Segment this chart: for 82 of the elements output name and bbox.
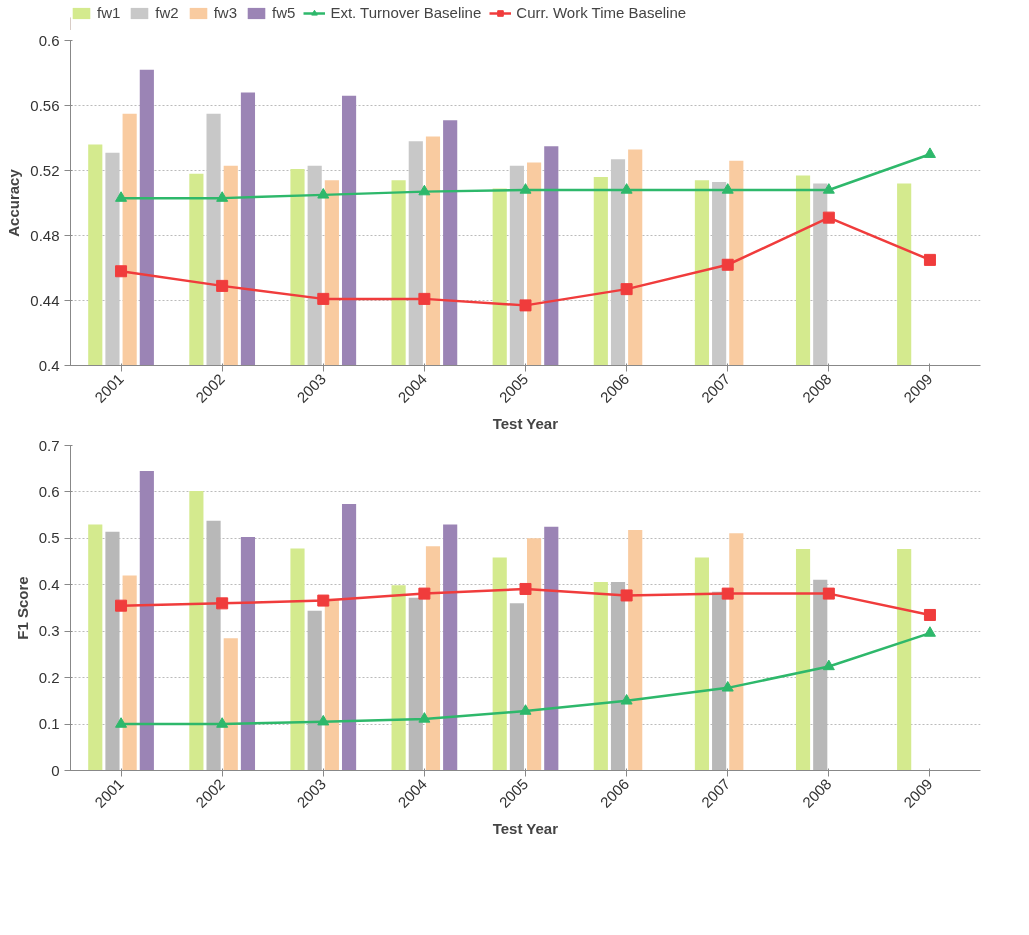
point xyxy=(620,283,633,296)
point xyxy=(418,292,431,305)
point xyxy=(317,188,330,199)
bar xyxy=(443,524,458,771)
y-axis-title: Accuracy xyxy=(5,168,23,237)
point xyxy=(923,626,936,637)
point xyxy=(216,597,229,610)
point xyxy=(216,717,229,728)
point xyxy=(115,191,128,202)
legend-label: fw5 xyxy=(272,4,296,21)
y-tick-label: 0.7 xyxy=(38,436,60,454)
point xyxy=(721,587,734,600)
point xyxy=(216,279,229,292)
y-tick-label: 0.4 xyxy=(38,575,60,593)
y-tick-label: 0.1 xyxy=(38,715,60,733)
bar xyxy=(122,575,137,771)
bar xyxy=(88,524,103,771)
bar xyxy=(240,536,256,771)
bar xyxy=(527,538,542,771)
point xyxy=(721,258,734,271)
point xyxy=(822,183,835,194)
bar xyxy=(628,530,643,771)
point xyxy=(822,211,835,224)
legend-label: Curr. Work Time Baseline xyxy=(516,4,687,21)
bar xyxy=(391,585,406,771)
y-tick-label: 0.52 xyxy=(30,161,60,179)
point xyxy=(721,681,734,692)
point xyxy=(620,589,633,602)
point xyxy=(418,712,431,723)
point xyxy=(317,594,330,607)
point xyxy=(721,183,734,194)
point xyxy=(418,184,431,196)
bar xyxy=(729,533,744,771)
y-tick-label: 0.2 xyxy=(38,668,60,686)
point xyxy=(822,587,835,600)
y-tick-label: 0.6 xyxy=(38,482,60,500)
bar xyxy=(341,504,357,771)
point xyxy=(115,265,128,278)
y-tick-label: 0.3 xyxy=(38,622,60,640)
point xyxy=(923,608,936,621)
y-tick-label: 0.44 xyxy=(30,291,60,309)
y-tick-label: 0 xyxy=(51,761,60,779)
bar xyxy=(324,598,339,771)
y-tick-label: 0.5 xyxy=(38,529,60,547)
legend-label: fw1 xyxy=(97,4,121,21)
y-tick-label: 0.56 xyxy=(30,96,60,114)
bar xyxy=(223,638,238,771)
bar xyxy=(544,526,559,771)
bar xyxy=(694,557,710,771)
point xyxy=(317,714,330,726)
bar xyxy=(593,582,608,771)
y-tick-label: 0.48 xyxy=(30,226,60,244)
point xyxy=(115,599,128,612)
y-tick-label: 0.6 xyxy=(38,31,60,49)
y-tick-label: 0.4 xyxy=(38,356,60,374)
bar xyxy=(795,549,811,771)
legend-label: Ext. Turnover Baseline xyxy=(330,4,482,21)
point xyxy=(317,292,330,305)
point xyxy=(519,183,532,194)
point xyxy=(822,659,835,671)
x-axis-title: Test Year xyxy=(492,415,559,433)
point xyxy=(923,253,936,266)
point xyxy=(620,183,633,194)
legend-label: fw2 xyxy=(155,4,179,21)
bar xyxy=(139,471,154,771)
point xyxy=(519,582,532,595)
point xyxy=(115,717,128,728)
point xyxy=(216,191,229,202)
bar xyxy=(610,582,626,771)
y-axis-title: F1 Score xyxy=(13,576,31,640)
bar xyxy=(492,557,507,771)
bar xyxy=(897,549,912,771)
point xyxy=(418,587,431,600)
point xyxy=(519,299,532,312)
x-axis-title: Test Year xyxy=(492,820,559,838)
bar xyxy=(189,491,204,771)
point xyxy=(923,147,936,158)
point xyxy=(620,694,633,705)
bar xyxy=(425,546,441,771)
legend-label: fw3 xyxy=(213,4,238,21)
bar xyxy=(290,548,305,771)
point xyxy=(519,704,532,715)
